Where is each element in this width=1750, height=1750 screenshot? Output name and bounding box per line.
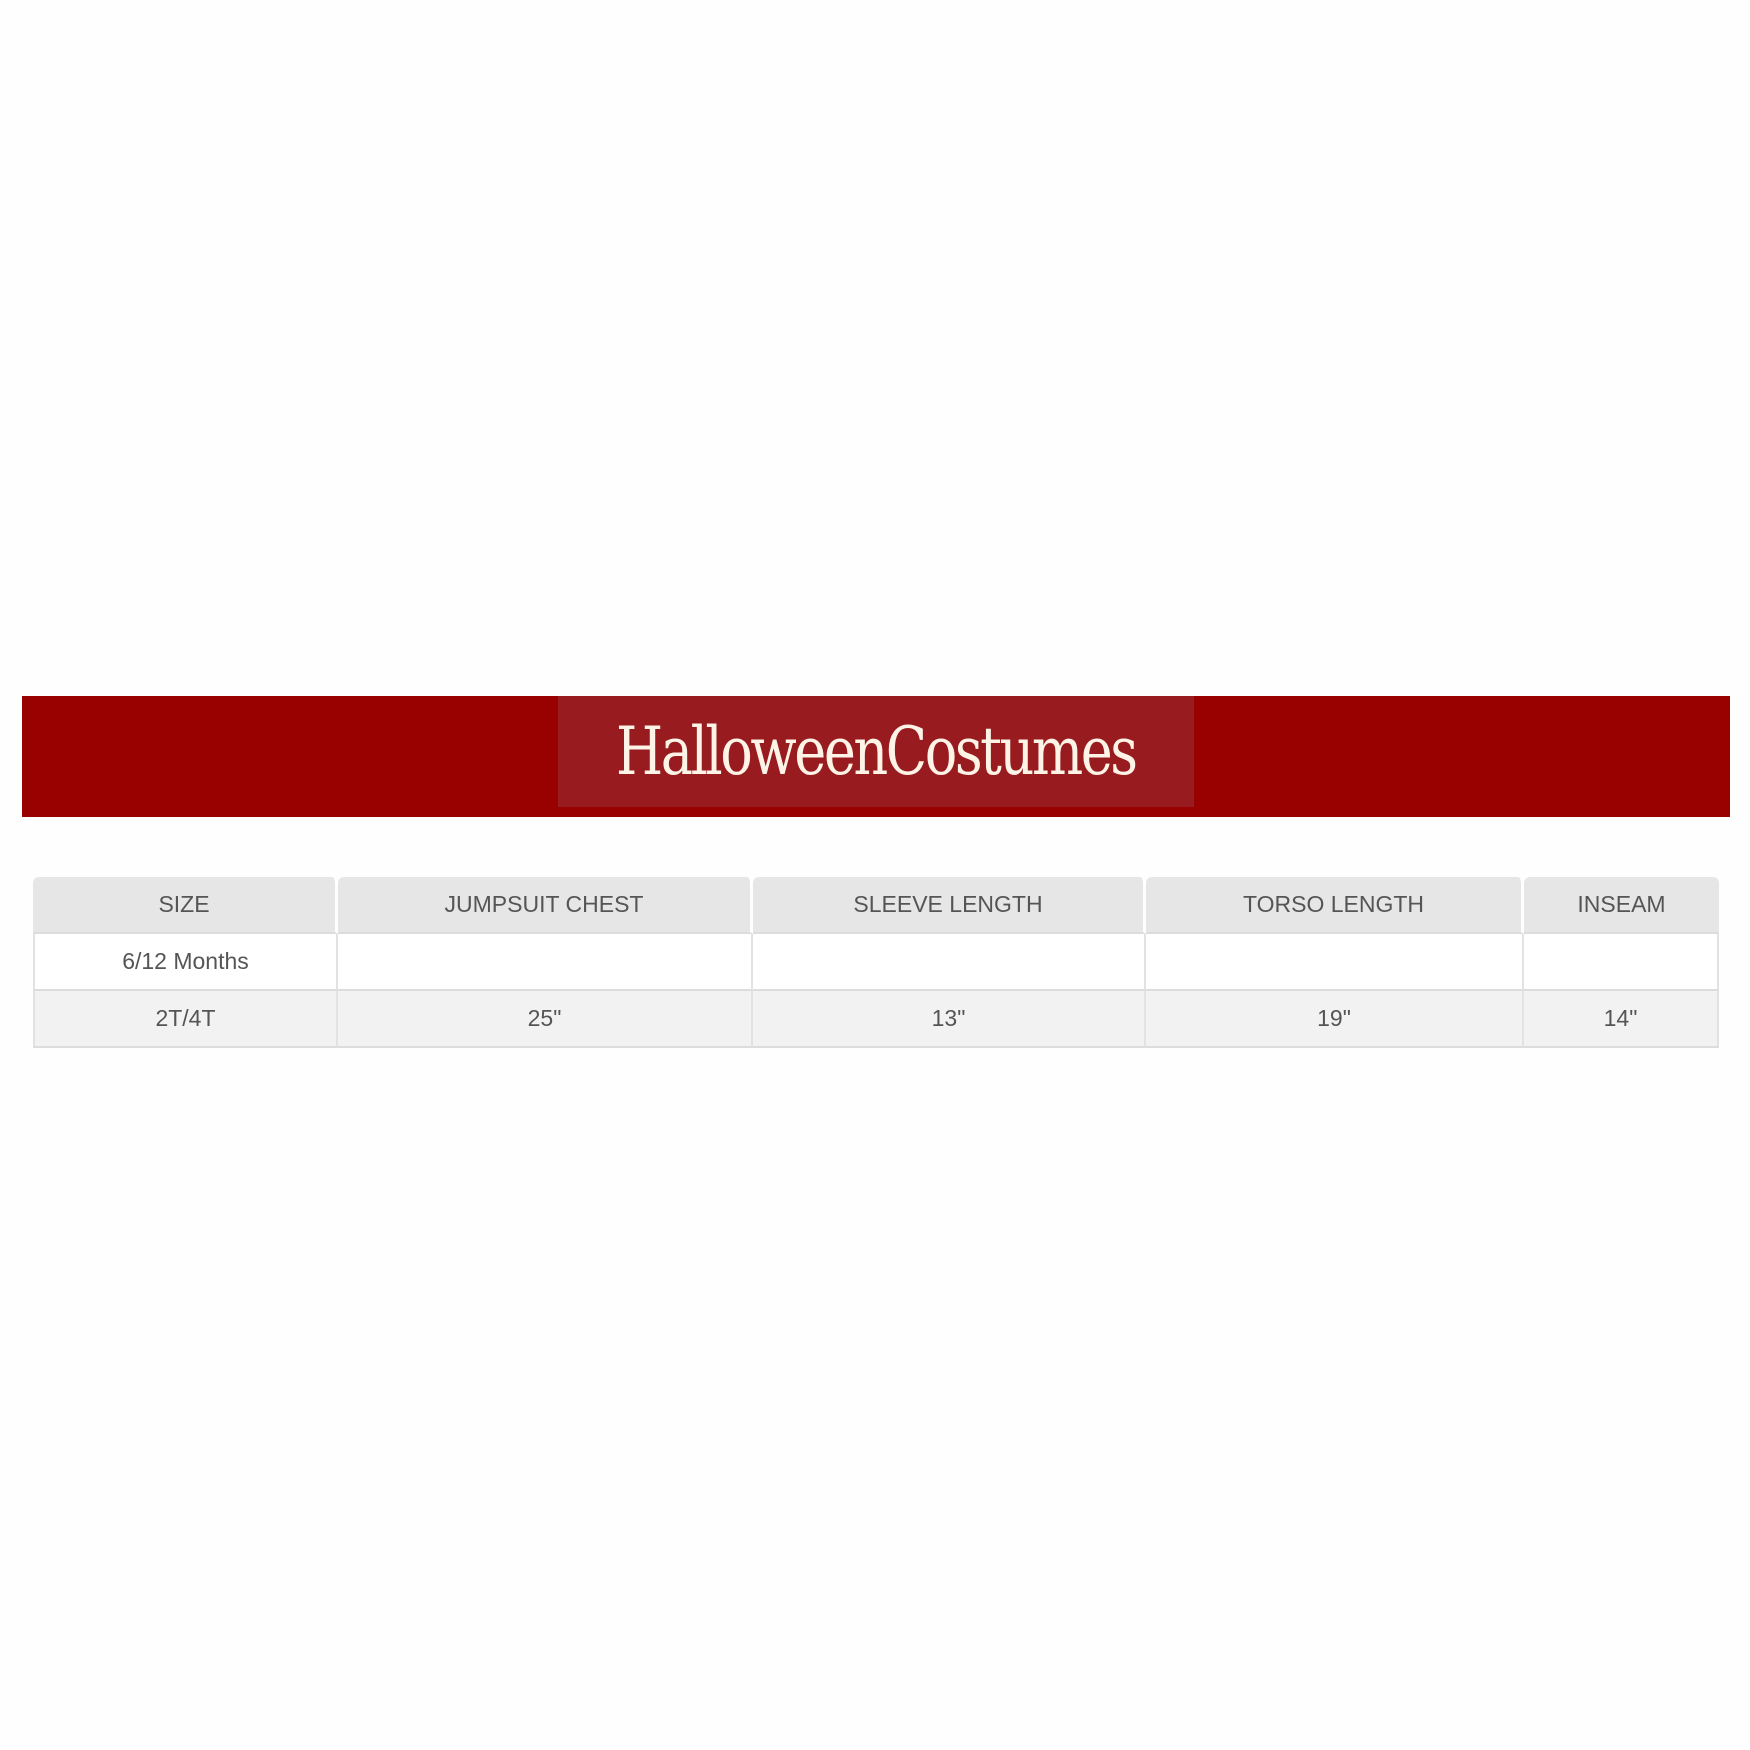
logo-text: HalloweenCostumes bbox=[616, 713, 1138, 790]
header-inseam: INSEAM bbox=[1524, 877, 1719, 934]
header-row: SIZE JUMPSUIT CHEST SLEEVE LENGTH TORSO … bbox=[33, 877, 1719, 934]
header-jumpsuit-chest: JUMPSUIT CHEST bbox=[338, 877, 753, 934]
cell-size: 2T/4T bbox=[33, 991, 338, 1048]
brand-banner: HalloweenCostumes bbox=[22, 696, 1730, 817]
cell-size: 6/12 Months bbox=[33, 934, 338, 991]
cell-torso-length: 19" bbox=[1146, 991, 1524, 1048]
logo: HalloweenCostumes bbox=[558, 696, 1194, 807]
header-torso-length: TORSO LENGTH bbox=[1146, 877, 1524, 934]
cell-inseam bbox=[1524, 934, 1719, 991]
cell-jumpsuit-chest: 25" bbox=[338, 991, 753, 1048]
table-row: 6/12 Months bbox=[33, 934, 1719, 991]
cell-torso-length bbox=[1146, 934, 1524, 991]
cell-sleeve-length: 13" bbox=[753, 991, 1146, 1048]
cell-inseam: 14" bbox=[1524, 991, 1719, 1048]
header-size: SIZE bbox=[33, 877, 338, 934]
cell-jumpsuit-chest bbox=[338, 934, 753, 991]
header-sleeve-length: SLEEVE LENGTH bbox=[753, 877, 1146, 934]
size-chart-table: SIZE JUMPSUIT CHEST SLEEVE LENGTH TORSO … bbox=[33, 877, 1719, 1048]
cell-sleeve-length bbox=[753, 934, 1146, 991]
table-row: 2T/4T 25" 13" 19" 14" bbox=[33, 991, 1719, 1048]
